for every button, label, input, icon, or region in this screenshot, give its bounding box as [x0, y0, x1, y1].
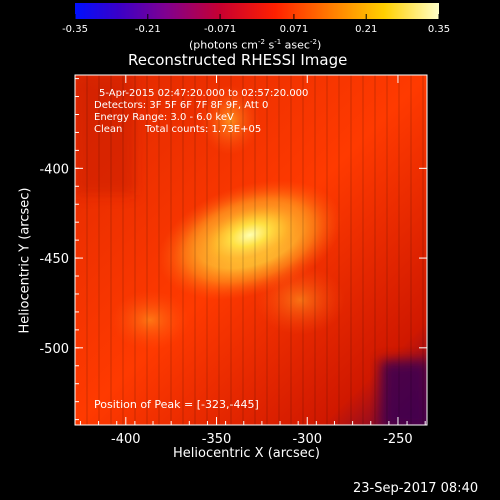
axis-ticks: -400 -350 -300 -250 -400 -450 -500 [39, 75, 427, 447]
info-line-3: Energy Range: 3.0 - 6.0 keV [94, 112, 234, 123]
x-tick-label: -250 [383, 432, 413, 447]
colorbar-tick-label: -0.071 [204, 24, 236, 35]
colorbar-label: (photons cm-2 s-1 asec-2) [189, 38, 322, 52]
peak-position-label: Position of Peak = [-323,-445] [94, 398, 259, 411]
colorbar [75, 3, 439, 19]
total-counts: Total counts: 1.73E+05 [145, 124, 262, 135]
colorbar-tick-label: -0.35 [62, 24, 88, 35]
x-tick-label: -300 [292, 432, 322, 447]
colorbar-tick-label: 0.071 [280, 24, 309, 35]
x-tick-label: -350 [202, 432, 232, 447]
info-line-2: Detectors: 3F 5F 6F 7F 8F 9F, Att 0 [94, 100, 269, 111]
y-tick-label: -400 [39, 162, 69, 177]
colorbar-tick-label: 0.21 [355, 24, 377, 35]
x-tick-label: -400 [111, 432, 141, 447]
timestamp: 23-Sep-2017 08:40 [353, 481, 479, 496]
colorbar-tick-label: -0.21 [135, 24, 161, 35]
colorbar-tick-label: 0.35 [428, 24, 450, 35]
chart-title: Reconstructed RHESSI Image [128, 51, 348, 69]
y-tick-label: -500 [39, 342, 69, 357]
y-axis-label: Heliocentric Y (arcsec) [17, 187, 33, 334]
y-tick-label: -450 [39, 252, 69, 267]
x-axis-label: Heliocentric X (arcsec) [173, 446, 320, 461]
clean-label: Clean [94, 124, 123, 135]
plot-frame [74, 74, 428, 426]
info-line-1: 5-Apr-2015 02:47:20.000 to 02:57:20.000 [99, 88, 309, 99]
colorbar-ticks: -0.35 -0.21 -0.071 0.071 0.21 0.35 [62, 14, 450, 35]
heatmap-image [75, 75, 427, 425]
